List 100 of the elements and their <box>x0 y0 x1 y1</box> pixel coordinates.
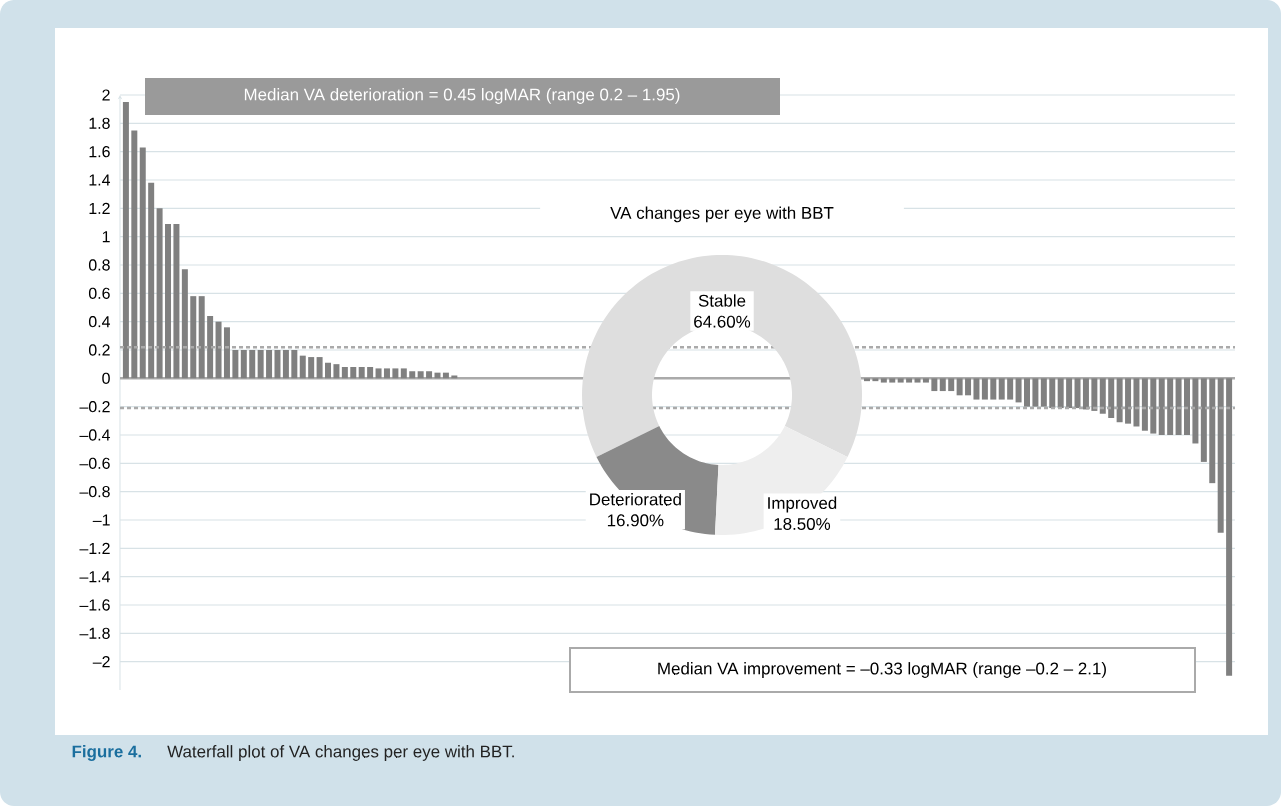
bar <box>426 371 433 379</box>
bar <box>249 349 256 379</box>
bar <box>1007 378 1014 400</box>
bar <box>1217 378 1224 533</box>
bar <box>1200 378 1207 462</box>
bar <box>341 366 348 379</box>
bar <box>223 327 230 379</box>
y-tick-label: –0.8 <box>79 486 110 498</box>
bar <box>316 357 323 379</box>
bar <box>240 349 247 379</box>
bar <box>981 378 988 400</box>
bar <box>1192 378 1199 444</box>
bar <box>1074 378 1081 409</box>
bar <box>358 366 365 379</box>
bar <box>325 362 332 379</box>
y-tick-label: –2 <box>92 656 110 668</box>
bar <box>1226 378 1233 676</box>
y-tick-label: –0.2 <box>79 401 110 413</box>
bar <box>1108 378 1115 418</box>
bar <box>299 355 306 379</box>
y-tick-label: –0.6 <box>79 457 110 469</box>
y-tick-label: –1.8 <box>79 627 110 639</box>
bar <box>1057 378 1064 409</box>
bar <box>1049 378 1056 409</box>
bar <box>973 378 980 400</box>
bar <box>922 378 929 383</box>
bar <box>990 378 997 400</box>
bar <box>863 378 870 382</box>
bar <box>308 357 315 379</box>
slice-label: Improved <box>768 496 837 513</box>
bar <box>939 378 946 392</box>
bar <box>1015 378 1022 403</box>
bar <box>948 378 955 392</box>
bar <box>451 375 458 379</box>
bar <box>207 315 214 379</box>
bar <box>215 321 222 379</box>
bar <box>1091 378 1098 411</box>
data-label: 18.50% <box>774 517 831 530</box>
bar <box>400 368 407 379</box>
bar <box>266 349 273 379</box>
y-tick-label: 1.4 <box>89 174 111 186</box>
bar <box>198 296 205 379</box>
bar <box>1032 378 1039 407</box>
bar <box>156 208 163 379</box>
bar <box>257 349 264 379</box>
bar <box>998 378 1005 400</box>
bar <box>333 364 340 379</box>
bar <box>367 366 374 379</box>
bar <box>1133 378 1140 427</box>
bar <box>375 368 382 379</box>
y-tick-label: –1.6 <box>79 599 110 611</box>
bar <box>291 349 298 379</box>
bar <box>956 378 963 396</box>
bar <box>931 378 938 392</box>
bar <box>1125 378 1132 424</box>
y-tick-label: –1.4 <box>79 571 111 583</box>
y-tick-label: 2 <box>102 89 110 101</box>
bar <box>889 378 896 383</box>
text: Waterfall plot of VA changes per eye with BBT. <box>167 745 514 761</box>
bar <box>897 378 904 383</box>
bar <box>122 102 129 379</box>
bar <box>139 147 146 379</box>
bar <box>872 378 879 382</box>
bar <box>409 371 416 379</box>
y-tick-label: 0.2 <box>88 344 110 356</box>
y-tick-label: 1 <box>102 231 110 243</box>
bar <box>906 378 913 383</box>
y-tick-label: –1.2 <box>79 542 110 554</box>
y-tick-label: 1.8 <box>89 117 110 129</box>
chart-title: VA changes per eye with BBT <box>610 206 834 223</box>
bar <box>1209 378 1216 484</box>
annotation: Median VA deterioration = 0.45 logMAR (range 0.2 – 1.95) <box>244 88 680 104</box>
bar <box>190 296 197 379</box>
data-label: 64.60% <box>694 315 751 328</box>
bar <box>350 366 357 379</box>
bar <box>148 182 155 379</box>
y-tick-label: 0.6 <box>88 287 110 299</box>
bar <box>274 349 281 379</box>
bar <box>1099 378 1106 414</box>
bar <box>1082 378 1089 410</box>
y-tick-label: 0.4 <box>88 316 111 328</box>
annotation: Median VA improvement = –0.33 logMAR (range –0.2 – 2.1) <box>658 662 1106 678</box>
y-tick-label: 0.8 <box>88 259 110 271</box>
bar <box>965 378 972 396</box>
bar <box>1167 378 1174 435</box>
bar <box>1175 378 1182 435</box>
y-tick-label: 0 <box>102 372 110 384</box>
bar <box>417 371 424 379</box>
slice-label: Deteriorated <box>590 492 681 506</box>
bar <box>1141 378 1148 431</box>
bar <box>232 349 239 379</box>
bar <box>914 378 921 383</box>
y-tick-label: –1 <box>92 514 110 526</box>
bar <box>181 269 188 379</box>
caption: Figure 4. <box>72 745 141 761</box>
bar <box>1150 378 1157 434</box>
bar <box>131 130 138 379</box>
bar <box>1116 378 1123 423</box>
data-label: 16.90% <box>607 514 664 527</box>
bar <box>282 349 289 379</box>
